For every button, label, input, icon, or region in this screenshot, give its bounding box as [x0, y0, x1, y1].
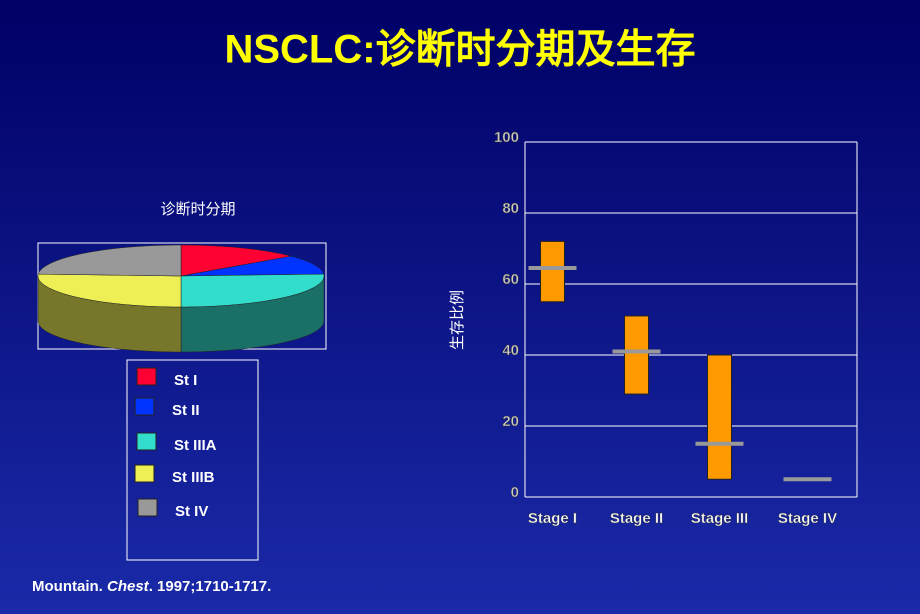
range-bar: [707, 354, 732, 480]
pie-slice: [37, 273, 182, 308]
range-bar: [540, 240, 565, 303]
y-tick-label: 40: [502, 342, 519, 359]
y-tick-label: 20: [502, 413, 519, 430]
pie-title: 诊断时分期: [160, 201, 235, 218]
legend-label: St IIIA: [174, 437, 217, 454]
legend-swatch: [136, 432, 157, 451]
citation-authors: Mountain.: [32, 578, 103, 595]
range-bar: [624, 315, 649, 395]
legend-swatch: [136, 367, 157, 386]
legend-frame: [126, 359, 259, 561]
pie-slice: [37, 244, 182, 277]
pie-slice: [180, 255, 325, 277]
y-tick-label: 80: [502, 200, 519, 217]
slide-title: NSCLC:诊断时分期及生存: [224, 28, 695, 72]
citation-journal: Chest: [107, 578, 150, 595]
citation: Mountain. Chest. 1997;1710-1717.: [32, 578, 271, 595]
x-tick-label: Stage II: [610, 510, 663, 527]
legend-label: St I: [174, 372, 197, 389]
legend-swatch: [134, 464, 155, 483]
legend-swatch: [134, 397, 155, 416]
x-tick-label: Stage I: [528, 510, 577, 527]
legend-label: St IV: [175, 503, 208, 520]
legend-swatch: [137, 498, 158, 517]
y-tick-label: 60: [502, 271, 519, 288]
x-tick-label: Stage IV: [778, 510, 837, 527]
legend-label: St II: [172, 402, 200, 419]
x-tick-label: Stage III: [691, 510, 749, 527]
pie-slice: [180, 273, 325, 308]
citation-details: . 1997;1710-1717.: [149, 578, 272, 595]
y-tick-label: 100: [494, 129, 519, 146]
pie-slice: [180, 244, 292, 277]
y-tick-label: 0: [511, 484, 519, 501]
legend-label: St IIIB: [172, 469, 215, 486]
y-axis-label: 生存比例: [449, 290, 466, 350]
